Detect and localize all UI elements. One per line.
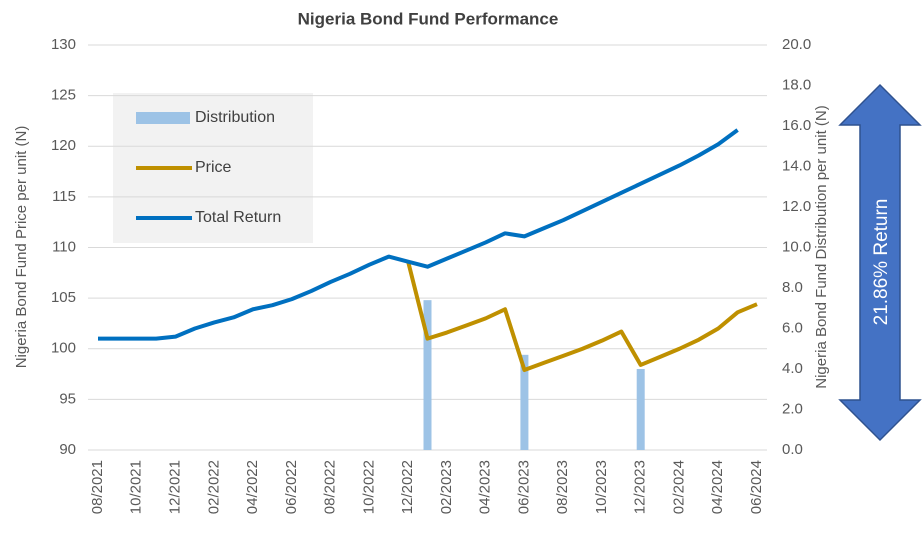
x-tick-label: 12/2021 (166, 460, 183, 514)
y2-tick-label: 12.0 (782, 198, 811, 215)
y-tick-label: 125 (51, 87, 76, 104)
y-tick-label: 110 (52, 238, 76, 255)
y2-tick-label: 6.0 (782, 319, 803, 336)
annotation: 21.86% Return (871, 199, 892, 326)
x-tick-label: 08/2023 (554, 460, 571, 514)
y-tick-label: 115 (52, 188, 76, 205)
x-tick-label: 02/2023 (438, 460, 455, 514)
x-tick-label: 06/2023 (515, 460, 532, 514)
y2-axis-label: Nigeria Bond Fund Distribution per unit … (813, 105, 830, 388)
legend-swatch (136, 112, 190, 124)
y-tick-label: 130 (51, 36, 76, 53)
y2-tick-label: 0.0 (782, 441, 803, 458)
y2-tick-label: 10.0 (782, 238, 811, 255)
bar (636, 369, 645, 450)
y-tick-label: 95 (59, 390, 76, 407)
y-tick-label: 90 (59, 441, 76, 458)
x-tick-label: 10/2021 (128, 460, 145, 514)
legend-label: Total Return (195, 209, 281, 226)
x-tick-label: 02/2024 (670, 460, 687, 514)
y2-tick-label: 8.0 (782, 279, 803, 296)
y2-tick-label: 16.0 (782, 117, 811, 134)
legend-label: Price (195, 159, 232, 176)
y2-tick-label: 20.0 (782, 36, 811, 53)
y-tick-label: 120 (51, 137, 76, 154)
x-tick-label: 12/2023 (632, 460, 649, 514)
x-tick-label: 02/2022 (205, 460, 222, 514)
x-tick-label: 04/2022 (244, 460, 261, 514)
legend-label: Distribution (195, 109, 275, 126)
y2-tick-label: 4.0 (782, 360, 803, 377)
line (406, 261, 758, 373)
x-tick-label: 08/2021 (89, 460, 106, 514)
x-tick-label: 06/2024 (748, 460, 765, 514)
x-tick-label: 10/2022 (360, 460, 377, 514)
bar (423, 300, 432, 450)
x-tick-label: 10/2023 (593, 460, 610, 514)
x-tick-label: 06/2022 (283, 460, 300, 514)
y2-tick-label: 14.0 (782, 157, 811, 174)
y-axis-label: Nigeria Bond Fund Price per unit (N) (13, 126, 30, 369)
bar (520, 354, 529, 450)
y2-tick-label: 18.0 (782, 76, 811, 93)
return-arrow (838, 83, 922, 442)
y2-tick-label: 2.0 (782, 400, 803, 417)
y-tick-label: 100 (51, 340, 76, 357)
x-tick-label: 08/2022 (322, 460, 339, 514)
x-tick-label: 12/2022 (399, 460, 416, 514)
y-tick-label: 105 (51, 289, 76, 306)
x-tick-label: 04/2023 (477, 460, 494, 514)
x-tick-label: 04/2024 (709, 460, 726, 514)
chart-title: Nigeria Bond Fund Performance (298, 9, 559, 28)
line (98, 128, 739, 341)
